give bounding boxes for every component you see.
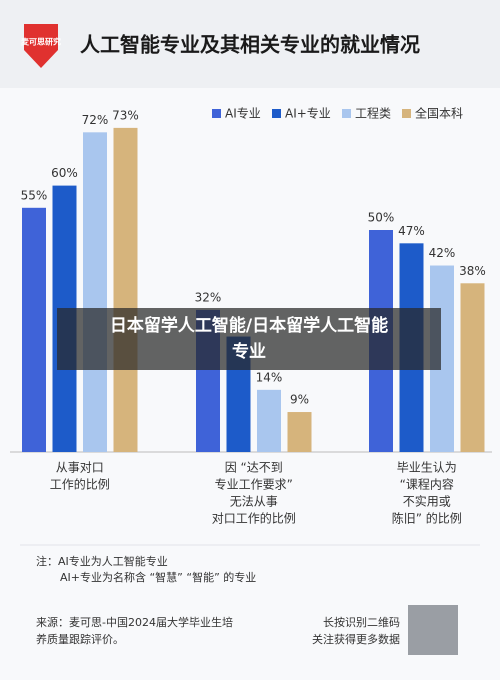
logo-shield: [24, 24, 58, 68]
overlay-text: 日本留学人工智能/日本留学人工智能: [110, 315, 388, 336]
overlay-text: 专业: [232, 341, 266, 362]
source: 来源：麦可思-中国2024届大学毕业生培: [36, 615, 233, 629]
bar: [83, 132, 107, 452]
bar: [460, 283, 485, 452]
qr-code[interactable]: [408, 605, 458, 655]
legend-swatch: [212, 109, 221, 118]
header: [0, 0, 500, 88]
category-label: 无法从事: [230, 495, 278, 509]
category-label: 陈旧” 的比例: [392, 511, 462, 526]
category-label: 工作的比例: [50, 477, 110, 492]
source: 养质量跟踪评价。: [36, 632, 124, 646]
bar: [287, 412, 312, 452]
legend-label: 全国本科: [415, 106, 463, 121]
value-label: 42%: [429, 246, 456, 260]
category-label: 从事对口: [56, 461, 104, 475]
bar: [257, 389, 281, 452]
category-label: 对口工作的比例: [212, 511, 296, 526]
value-label: 47%: [398, 224, 425, 238]
legend-label: AI+专业: [285, 106, 331, 121]
note: 注：AI专业为人工智能专业: [36, 554, 168, 568]
bar: [113, 127, 138, 452]
bar: [22, 207, 46, 452]
category-label: 专业工作要求”: [215, 477, 293, 492]
chart-title: 人工智能专业及其相关专业的就业情况: [80, 33, 420, 57]
legend-label: AI专业: [225, 106, 261, 121]
value-label: 73%: [112, 108, 139, 122]
qr-text: 关注获得更多数据: [312, 632, 400, 646]
category-label: 因 “达不到: [225, 461, 283, 475]
value-label: 55%: [21, 188, 48, 202]
legend-swatch: [402, 109, 411, 118]
category-label: 毕业生认为: [397, 461, 457, 475]
category-label: 不实用或: [403, 494, 451, 509]
legend-swatch: [272, 109, 281, 118]
legend-swatch: [342, 109, 351, 118]
logo-text: 麦可思研究: [21, 37, 61, 47]
value-label: 50%: [368, 211, 395, 225]
value-label: 32%: [195, 290, 222, 304]
value-label: 72%: [82, 113, 109, 127]
category-label: “课程内容: [400, 477, 454, 492]
qr-text: 长按识别二维码: [323, 615, 400, 629]
note: AI+专业为名称含 “智慧” “智能” 的专业: [60, 570, 256, 584]
value-label: 14%: [256, 370, 283, 384]
value-label: 38%: [459, 264, 486, 278]
value-label: 60%: [51, 166, 78, 180]
value-label: 9%: [290, 393, 309, 407]
legend-label: 工程类: [355, 106, 391, 121]
overlay-box: [57, 308, 441, 370]
